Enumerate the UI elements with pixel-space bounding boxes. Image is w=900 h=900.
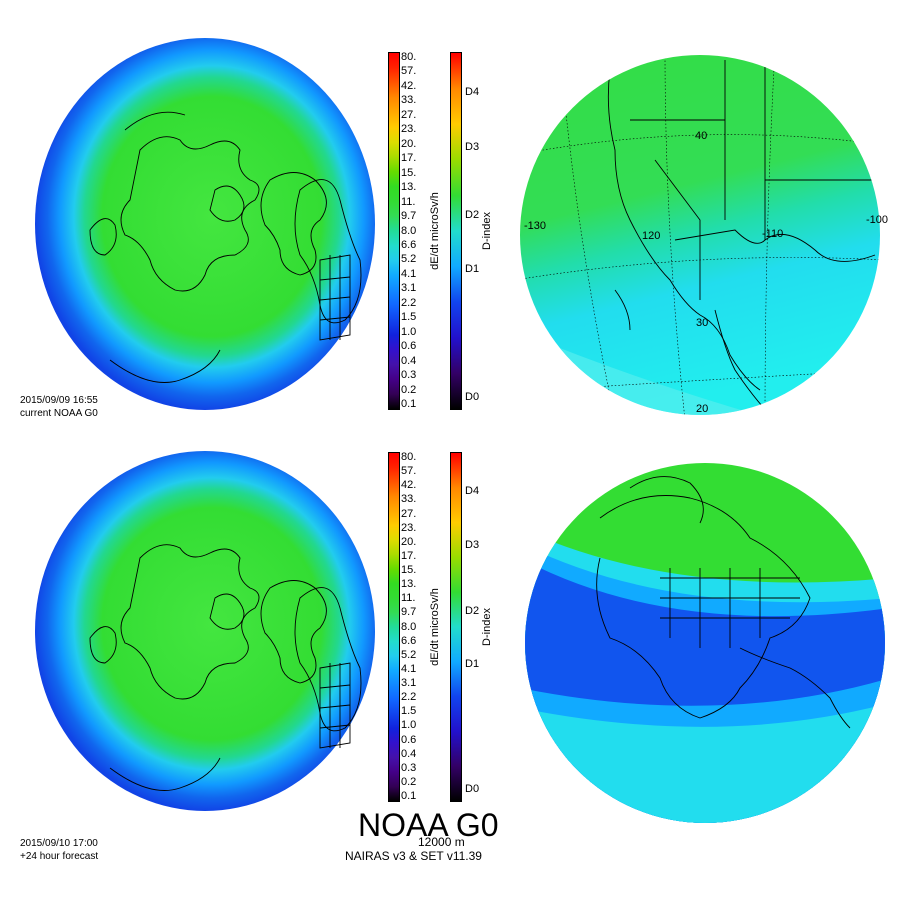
dose-colorbar-tick: 0.6: [401, 340, 417, 353]
dose-colorbar-tick: 11.: [401, 195, 416, 208]
dose-colorbar-tick: 9.7: [401, 210, 417, 223]
dose-colorbar-tick: 42.: [401, 479, 417, 492]
dose-colorbar-tick: 1.0: [401, 325, 417, 338]
dindex-colorbar-tick: D0: [465, 391, 480, 404]
dose-colorbar-tick: 42.: [401, 79, 417, 92]
dose-colorbar-tick: 33.: [401, 493, 417, 506]
dindex-colorbar-tick: D1: [465, 657, 480, 670]
coastlines: [607, 60, 880, 415]
dose-colorbar-tick: 33.: [401, 94, 417, 107]
dose-colorbar-tick: 5.2: [401, 648, 417, 661]
regional-globe-forecast: [525, 463, 885, 823]
dose-colorbar-tick: 0.4: [401, 747, 417, 760]
dindex-colorbar-tick: D2: [465, 605, 480, 618]
dose-colorbar-tick: 4.1: [401, 662, 417, 675]
dose-colorbar-tick: 0.3: [401, 761, 417, 774]
dose-colorbar-tick: 80.: [401, 51, 417, 63]
label-current: current NOAA G0: [20, 408, 98, 419]
dose-colorbar-tick: 1.0: [401, 719, 417, 732]
coastlines: [89, 111, 362, 383]
dindex-colorbar-title: D-index: [481, 608, 493, 646]
timestamp-current: 2015/09/09 16:55: [20, 395, 98, 406]
lat-label-30: 30: [696, 317, 709, 329]
dose-colorbar-tick: 13.: [401, 181, 417, 194]
dindex-colorbar: [450, 452, 462, 802]
lat-label-20: 20: [696, 403, 709, 415]
dindex-colorbar: [450, 52, 462, 410]
dose-colorbar-tick: 0.3: [401, 369, 417, 382]
dose-colorbar-tick: 15.: [401, 166, 417, 179]
dose-colorbar: [388, 52, 400, 410]
dose-colorbar-tick: 0.2: [401, 775, 417, 788]
dose-colorbar-tick: 8.0: [401, 620, 417, 633]
dose-colorbar-tick: 0.6: [401, 733, 417, 746]
lon-label-100: -100: [866, 214, 889, 226]
dose-colorbar-tick: 8.0: [401, 224, 417, 237]
dose-colorbar-tick: 57.: [401, 65, 417, 78]
dose-colorbar-tick: 3.1: [401, 677, 417, 689]
polar-globe-forecast: [35, 451, 375, 811]
dose-colorbar-tick: 20.: [401, 535, 417, 548]
dose-colorbar-tick: 6.6: [401, 238, 417, 251]
lon-label-130: -130: [524, 220, 547, 232]
dose-colorbar-tick: 9.7: [401, 606, 417, 619]
dose-colorbar-tick: 20.: [401, 137, 417, 150]
dose-colorbar-tick: 3.1: [401, 282, 417, 295]
dindex-colorbar-tick: D3: [465, 141, 480, 154]
dose-colorbar-tick: 5.2: [401, 253, 417, 266]
dose-colorbar-tick: 17.: [401, 152, 417, 165]
lon-label-110: -110: [762, 228, 784, 240]
dindex-colorbar-tick: D4: [465, 85, 480, 98]
dose-colorbar-tick: 1.5: [401, 705, 417, 718]
coastlines: [89, 544, 362, 791]
lat-label-40: 40: [695, 130, 708, 142]
dindex-colorbar-tick: D0: [465, 783, 480, 796]
dindex-colorbar-tick: D2: [465, 208, 480, 221]
main-title: NOAA G0: [358, 807, 499, 843]
dose-colorbar-tick: 6.6: [401, 634, 417, 647]
polar-globe-current: [35, 38, 375, 410]
dose-colorbar: [388, 452, 400, 802]
dose-colorbar-tick: 2.2: [401, 296, 417, 309]
dose-colorbar-tick: 2.2: [401, 691, 417, 704]
dose-colorbar-tick: 23.: [401, 521, 417, 534]
dose-colorbar-tick: 57.: [401, 465, 417, 478]
dose-colorbar-tick: 0.4: [401, 354, 417, 367]
dindex-colorbar-tick: D1: [465, 262, 480, 275]
dose-colorbar-tick: 4.1: [401, 267, 417, 280]
altitude-label: 12000 m: [418, 835, 465, 849]
timestamp-forecast: 2015/09/10 17:00: [20, 838, 98, 849]
dose-colorbar-tick: 27.: [401, 507, 417, 520]
dose-colorbar-tick: 1.5: [401, 311, 417, 324]
dose-colorbar-title: dE/dt microSv/h: [429, 192, 441, 270]
lon-label-120: 120: [642, 230, 661, 242]
dindex-colorbar-title: D-index: [481, 212, 493, 250]
dindex-colorbar-tick: D3: [465, 539, 480, 552]
dose-colorbar-tick: 80.: [401, 451, 417, 463]
dose-colorbar-tick: 0.1: [401, 790, 417, 802]
model-label: NAIRAS v3 & SET v11.39: [345, 849, 482, 863]
coastlines: [596, 476, 851, 729]
dose-colorbar-tick: 13.: [401, 578, 417, 591]
dose-colorbar-tick: 11.: [401, 592, 416, 605]
label-forecast: +24 hour forecast: [20, 851, 99, 862]
dose-colorbar-tick: 15.: [401, 564, 417, 576]
dose-colorbar-tick: 23.: [401, 123, 417, 136]
dose-colorbar-tick: 17.: [401, 549, 417, 562]
dose-colorbar-title: dE/dt microSv/h: [429, 588, 441, 666]
dindex-colorbar-tick: D4: [465, 484, 480, 497]
dose-colorbar-tick: 27.: [401, 108, 417, 121]
dose-colorbar-tick: 0.2: [401, 383, 417, 396]
dose-colorbar-tick: 0.1: [401, 398, 417, 410]
regional-globe-current: [520, 55, 880, 415]
